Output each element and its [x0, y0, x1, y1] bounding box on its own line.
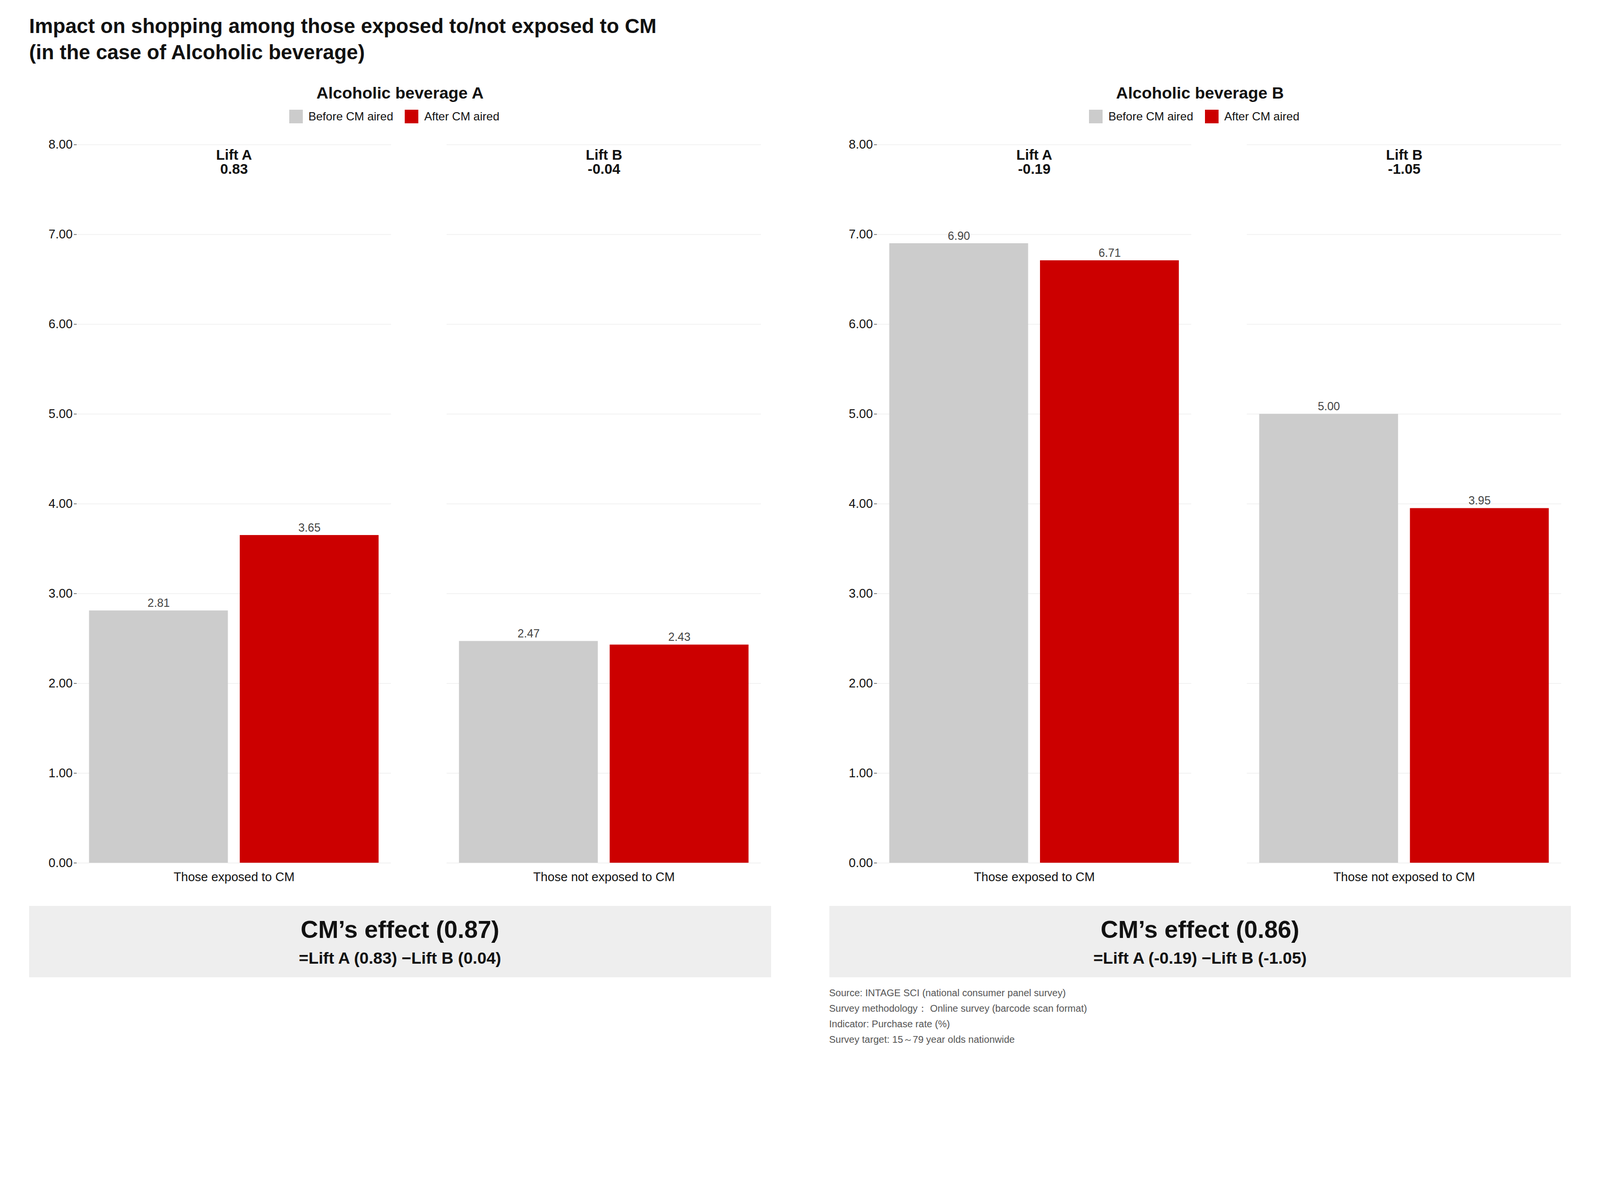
svg-text:3.65: 3.65: [298, 521, 321, 534]
svg-text:Those exposed to CM: Those exposed to CM: [173, 869, 295, 884]
svg-text:1.00: 1.00: [848, 765, 874, 780]
html-text:=Lift A (0.83) −Lift B (0.04): =Lift A (0.83) −Lift B (0.04): [298, 948, 502, 967]
svg-text:6.71: 6.71: [1098, 246, 1121, 260]
svg-text:5.00: 5.00: [848, 406, 874, 421]
svg-text:7.00: 7.00: [848, 227, 874, 241]
html-text:Source: INTAGE SCI (national c: Source: INTAGE SCI (national consumer pa…: [829, 986, 1088, 1045]
svg-text:Lift A-0.19: Lift A-0.19: [1016, 146, 1053, 177]
svg-text:Lift B-0.04: Lift B-0.04: [585, 146, 623, 177]
html-text:Before CM aired: Before CM aired: [1108, 109, 1194, 123]
svg-text:5.00: 5.00: [1317, 399, 1340, 413]
svg-text:Those not exposed to CM: Those not exposed to CM: [533, 869, 676, 884]
svg-text:8.00: 8.00: [848, 137, 874, 151]
html-text:=Lift A (-0.19) −Lift B (-1.05: =Lift A (-0.19) −Lift B (-1.05): [1093, 948, 1307, 967]
svg-text:3.00: 3.00: [848, 586, 874, 600]
html-text:CM’s effect (0.87): CM’s effect (0.87): [300, 915, 500, 943]
svg-text:Those exposed to CM: Those exposed to CM: [973, 869, 1095, 884]
html-text:Alcoholic beverage A: Alcoholic beverage A: [316, 83, 484, 102]
svg-text:Lift B-1.05: Lift B-1.05: [1385, 146, 1423, 177]
svg-text:6.00: 6.00: [48, 316, 73, 331]
svg-text:3.95: 3.95: [1468, 494, 1491, 507]
html-text:Alcoholic beverage B: Alcoholic beverage B: [1116, 83, 1284, 102]
svg-text:Those not exposed to CM: Those not exposed to CM: [1333, 869, 1475, 884]
html-text:Impact on shopping among those: Impact on shopping among those exposed t…: [29, 14, 657, 38]
html-text:After CM aired: After CM aired: [424, 109, 500, 123]
svg-text:0.00: 0.00: [848, 855, 874, 870]
svg-text:6.00: 6.00: [848, 316, 874, 331]
svg-text:2.00: 2.00: [48, 676, 73, 690]
svg-text:2.43: 2.43: [668, 630, 691, 644]
svg-text:7.00: 7.00: [48, 227, 73, 241]
svg-text:1.00: 1.00: [48, 765, 73, 780]
svg-text:4.00: 4.00: [848, 496, 874, 511]
svg-text:5.00: 5.00: [48, 406, 73, 421]
svg-text:3.00: 3.00: [48, 586, 73, 600]
html-text:Before CM aired: Before CM aired: [308, 109, 394, 123]
svg-text:Lift A0.83: Lift A0.83: [215, 146, 252, 177]
svg-text:0.00: 0.00: [48, 855, 73, 870]
svg-text:6.90: 6.90: [947, 229, 971, 243]
html-text:After CM aired: After CM aired: [1224, 109, 1300, 123]
svg-text:8.00: 8.00: [48, 137, 73, 151]
html-text:CM’s effect (0.86): CM’s effect (0.86): [1100, 915, 1300, 943]
svg-text:4.00: 4.00: [48, 496, 73, 511]
svg-text:2.47: 2.47: [517, 626, 540, 640]
svg-text:2.00: 2.00: [848, 676, 874, 690]
svg-text:2.81: 2.81: [147, 596, 170, 610]
html-text:(in the case of Alcoholic beve: (in the case of Alcoholic beverage): [29, 40, 365, 64]
